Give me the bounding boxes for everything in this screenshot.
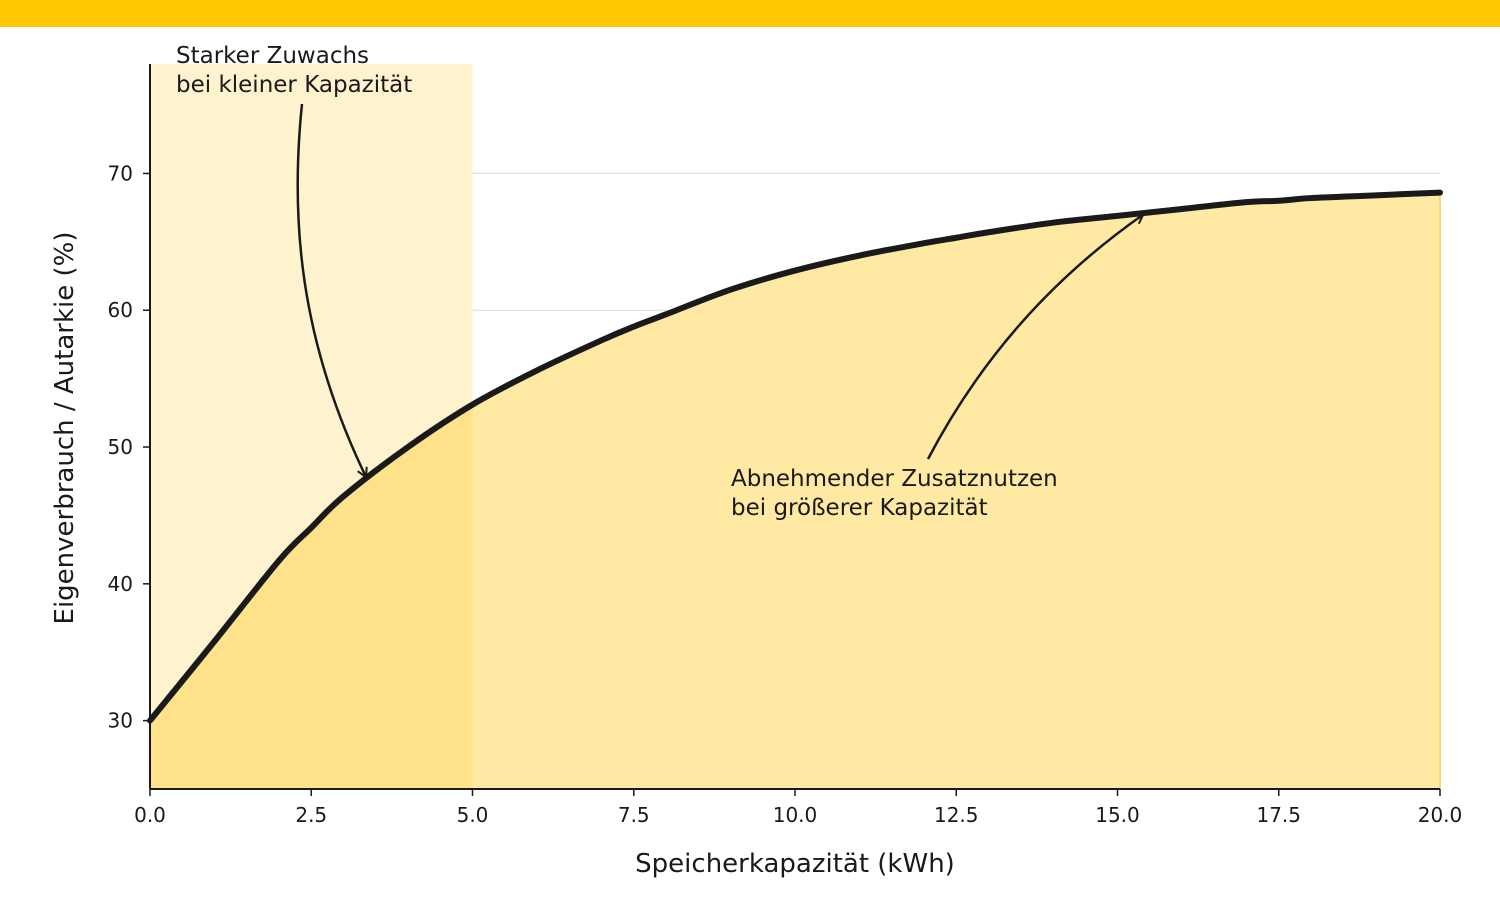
top-accent-bar [0,0,1500,27]
annotation-small-capacity: Starker Zuwachs bei kleiner Kapazität [176,43,412,98]
x-tick-label: 17.5 [1256,803,1301,827]
x-tick-label: 20.0 [1418,803,1463,827]
x-tick-label: 0.0 [134,803,166,827]
annotations: Starker Zuwachs bei kleiner Kapazität Abne… [176,43,1143,521]
tick-labels: 0.0 2.5 5.0 7.5 10.0 12.5 15.0 17.5 20.0 30 40 50 60… [108,161,1463,827]
x-tick-label: 5.0 [457,803,489,827]
area-fill-highlight [150,404,473,789]
annotation-line: bei kleiner Kapazität [176,72,412,98]
annotation-line: Starker Zuwachs [176,43,369,69]
series-line [147,189,1443,724]
annotation-line: bei größerer Kapazität [731,495,988,521]
axes [143,64,1441,796]
annotation-line: Abnehmender Zusatznutzen [731,466,1058,492]
y-tick-label: 60 [108,298,133,322]
x-tick-label: 7.5 [618,803,650,827]
annotation-arrow-1 [296,103,366,477]
y-tick-label: 30 [108,709,133,733]
y-axis-title: Eigenverbrauch / Autarkie (%) [50,232,80,625]
annotation-large-capacity: Abnehmender Zusatznutzen bei größerer Kap… [731,466,1058,521]
y-tick-label: 40 [108,572,133,596]
area-layer [150,192,1441,789]
y-tick-label: 50 [108,435,133,459]
x-axis-title: Speicherkapazität (kWh) [635,849,955,879]
x-tick-label: 15.0 [1095,803,1140,827]
x-tick-label: 10.0 [773,803,818,827]
y-tick-label: 70 [108,161,133,185]
x-tick-label: 12.5 [934,803,979,827]
curve-layer [147,189,1443,724]
x-tick-label: 2.5 [295,803,327,827]
annotation-arrow-2 [926,214,1143,460]
